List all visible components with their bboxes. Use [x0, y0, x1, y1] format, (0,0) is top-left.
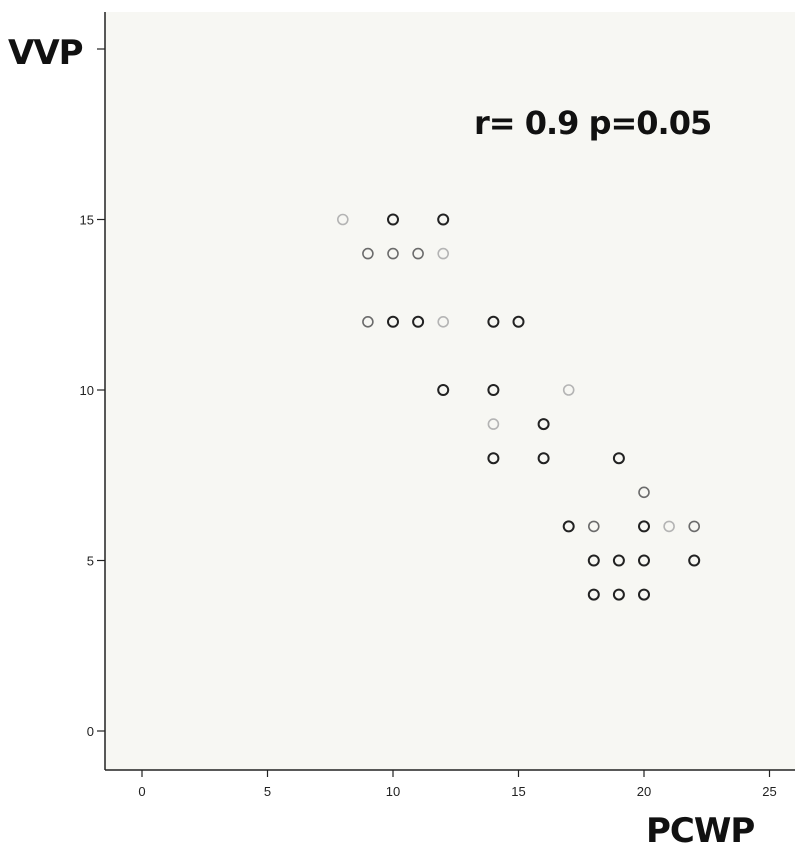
- data-points: [336, 213, 701, 601]
- x-tick-label: 5: [264, 784, 271, 799]
- data-point: [663, 520, 675, 533]
- data-point: [437, 213, 450, 226]
- y-tick-label: 0: [87, 724, 94, 739]
- data-point: [387, 247, 399, 260]
- y-tick-label: 5: [87, 554, 94, 569]
- data-point: [487, 452, 500, 465]
- data-point: [638, 554, 650, 567]
- data-point: [688, 554, 701, 567]
- x-axis-label: PCWP: [646, 811, 755, 851]
- y-tick-label: 10: [80, 383, 94, 398]
- x-tick-label: 0: [138, 784, 145, 799]
- data-point: [638, 520, 650, 533]
- data-point: [387, 213, 399, 226]
- data-point: [562, 384, 575, 396]
- data-point: [412, 315, 425, 328]
- data-point: [362, 315, 374, 328]
- x-ticks: 0 5 10 15 20 25: [138, 770, 777, 799]
- x-tick-label: 25: [762, 784, 776, 799]
- data-point: [612, 554, 625, 567]
- data-point: [437, 315, 450, 328]
- y-tick-label: 15: [80, 213, 94, 228]
- data-point: [362, 247, 374, 260]
- data-point: [537, 418, 550, 431]
- data-point: [612, 588, 625, 601]
- data-point: [336, 213, 349, 226]
- y-ticks: 0 5 10 15: [80, 48, 105, 739]
- data-point: [437, 384, 450, 396]
- data-point: [562, 520, 575, 533]
- data-point: [638, 588, 650, 601]
- data-point: [487, 315, 500, 328]
- data-point: [387, 315, 399, 328]
- data-point: [638, 486, 650, 499]
- data-point: [487, 418, 500, 430]
- plot-area: [105, 12, 795, 770]
- data-point: [612, 452, 625, 465]
- x-tick-label: 20: [637, 784, 651, 799]
- data-point: [412, 247, 424, 260]
- data-point: [688, 520, 701, 533]
- x-tick-label: 15: [511, 784, 525, 799]
- data-point: [587, 588, 600, 601]
- data-point: [437, 247, 450, 260]
- data-point: [487, 384, 500, 396]
- data-point: [587, 554, 600, 567]
- data-point: [512, 315, 525, 328]
- data-point: [537, 452, 550, 465]
- x-tick-label: 10: [386, 784, 400, 799]
- y-axis-label: VVP: [8, 33, 84, 73]
- correlation-annotation: r= 0.9 p=0.05: [474, 104, 712, 142]
- data-point: [587, 520, 600, 533]
